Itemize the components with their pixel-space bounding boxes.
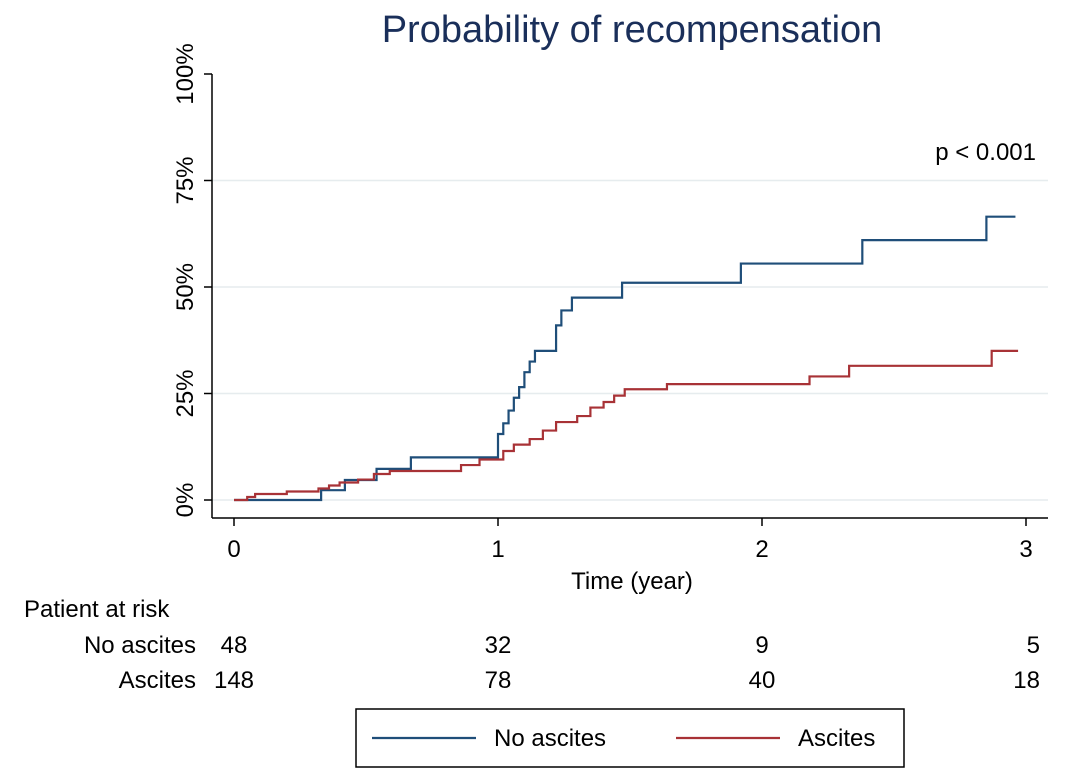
axes (211, 74, 1048, 519)
legend-label: No ascites (494, 725, 606, 752)
risk-count: 5 (1027, 632, 1040, 659)
y-tick-label: 50% (172, 263, 199, 311)
series-lines (234, 215, 1019, 502)
x-tick-label: 3 (1019, 536, 1032, 563)
x-tick-label: 1 (491, 536, 504, 563)
x-tick-label: 2 (755, 536, 768, 563)
y-tick-label: 75% (172, 156, 199, 204)
y-tick-label: 100% (172, 43, 199, 104)
risk-count: 18 (1013, 667, 1040, 694)
y-axis-ticks: 0% 25% 50% 75% 100% (172, 43, 212, 517)
risk-count: 9 (755, 632, 768, 659)
x-axis-title: Time (year) (571, 568, 693, 595)
risk-count: 40 (749, 667, 776, 694)
y-tick-label: 0% (172, 483, 199, 518)
risk-table: No ascites 48 32 9 5 Ascites 148 78 40 18 (84, 632, 1040, 694)
chart-title: Probability of recompensation (382, 9, 883, 51)
x-tick-label: 0 (227, 536, 240, 563)
series-line-no-ascites (234, 215, 1016, 502)
risk-count: 148 (214, 667, 254, 694)
risk-count: 78 (485, 667, 512, 694)
legend-label: Ascites (798, 725, 875, 752)
risk-count: 32 (485, 632, 512, 659)
series-line-ascites (234, 349, 1019, 502)
legend: No ascites Ascites (355, 708, 905, 768)
risk-table-header: Patient at risk (24, 596, 170, 623)
p-value-annotation: p < 0.001 (935, 139, 1036, 166)
grid-lines (212, 179, 1048, 501)
risk-row-label: Ascites (119, 667, 196, 694)
x-axis-ticks: 0 1 2 3 (227, 518, 1033, 563)
risk-row-label: No ascites (84, 632, 196, 659)
y-tick-label: 25% (172, 369, 199, 417)
risk-count: 48 (221, 632, 248, 659)
